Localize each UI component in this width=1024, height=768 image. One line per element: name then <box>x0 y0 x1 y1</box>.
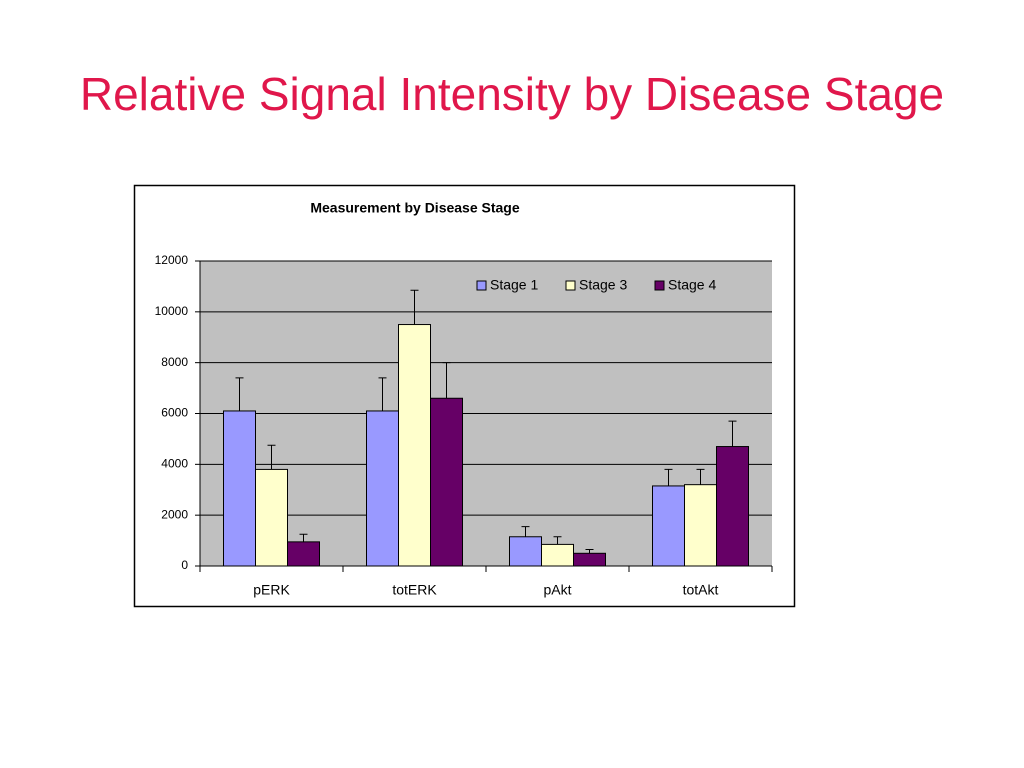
error-bar <box>553 536 562 545</box>
x-tick-label: totAkt <box>683 582 719 598</box>
bar <box>366 410 399 567</box>
legend-swatch <box>654 280 665 291</box>
legend-label: Stage 4 <box>668 277 716 293</box>
bar <box>509 536 542 567</box>
error-bar <box>442 362 451 399</box>
error-bar <box>696 468 705 485</box>
error-bar <box>235 377 244 411</box>
bar <box>255 468 288 567</box>
bar <box>287 541 320 567</box>
bar <box>716 446 749 567</box>
bar <box>573 552 606 567</box>
y-tick-label: 4000 <box>161 457 188 471</box>
x-tick-label: pERK <box>253 582 290 598</box>
y-tick-label: 10000 <box>155 304 189 318</box>
y-tick-label: 2000 <box>161 507 188 521</box>
x-tick-label: pAkt <box>543 582 571 598</box>
y-tick-label: 8000 <box>161 355 188 369</box>
error-bar <box>299 533 308 542</box>
bar <box>223 410 256 567</box>
bar <box>652 485 685 567</box>
bar <box>684 484 717 567</box>
error-bar <box>664 468 673 486</box>
chart-title: Measurement by Disease Stage <box>310 200 520 216</box>
error-bar <box>728 420 737 447</box>
error-bar <box>521 526 530 537</box>
bar <box>430 397 463 567</box>
legend-label: Stage 1 <box>490 277 538 293</box>
slide-title: Relative Signal Intensity by Disease Sta… <box>80 68 944 120</box>
bar <box>398 324 431 567</box>
legend-label: Stage 3 <box>579 277 627 293</box>
y-tick-label: 12000 <box>155 253 189 267</box>
legend-swatch <box>476 280 487 291</box>
error-bar <box>267 444 276 470</box>
y-tick-label: 0 <box>181 558 188 572</box>
y-tick-label: 6000 <box>161 406 188 420</box>
legend-swatch <box>565 280 576 291</box>
error-bar <box>378 377 387 411</box>
x-tick-label: totERK <box>392 582 437 598</box>
error-bar <box>410 289 419 325</box>
error-bar <box>585 548 594 554</box>
bar <box>541 543 574 567</box>
